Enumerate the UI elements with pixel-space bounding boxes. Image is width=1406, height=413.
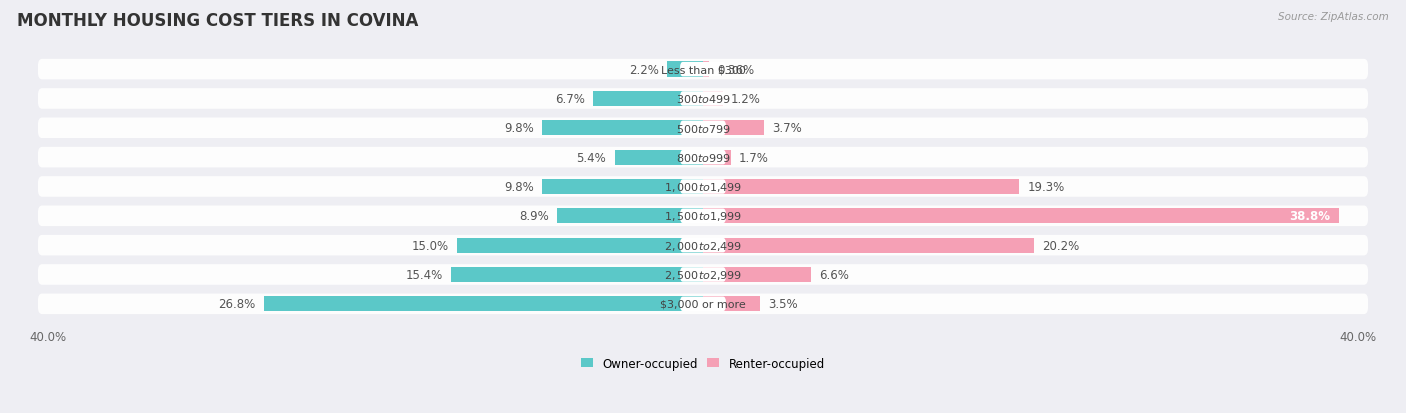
Bar	[703, 121, 763, 136]
FancyBboxPatch shape	[681, 121, 725, 136]
FancyBboxPatch shape	[681, 209, 725, 223]
Text: 5.4%: 5.4%	[576, 151, 606, 164]
Bar	[703, 238, 1033, 253]
Text: 0.36%: 0.36%	[717, 64, 754, 76]
FancyBboxPatch shape	[681, 150, 725, 165]
Text: $1,000 to $1,499: $1,000 to $1,499	[664, 180, 742, 194]
Text: 38.8%: 38.8%	[1289, 210, 1330, 223]
Bar	[264, 297, 703, 312]
Text: 26.8%: 26.8%	[218, 298, 256, 311]
Text: 8.9%: 8.9%	[519, 210, 548, 223]
FancyBboxPatch shape	[38, 294, 1368, 314]
Text: 1.7%: 1.7%	[740, 151, 769, 164]
FancyBboxPatch shape	[38, 89, 1368, 109]
Text: $500 to $799: $500 to $799	[675, 123, 731, 135]
Text: 19.3%: 19.3%	[1028, 180, 1064, 194]
Text: 15.0%: 15.0%	[412, 239, 449, 252]
FancyBboxPatch shape	[681, 238, 725, 253]
Text: $2,000 to $2,499: $2,000 to $2,499	[664, 239, 742, 252]
FancyBboxPatch shape	[681, 268, 725, 282]
Text: 6.6%: 6.6%	[820, 268, 849, 281]
Bar	[557, 209, 703, 224]
Text: $2,500 to $2,999: $2,500 to $2,999	[664, 268, 742, 281]
Text: 2.2%: 2.2%	[628, 64, 659, 76]
Bar	[703, 62, 709, 78]
Text: MONTHLY HOUSING COST TIERS IN COVINA: MONTHLY HOUSING COST TIERS IN COVINA	[17, 12, 418, 30]
Bar	[703, 267, 811, 282]
Text: $3,000 or more: $3,000 or more	[661, 299, 745, 309]
Text: 3.7%: 3.7%	[772, 122, 801, 135]
Bar	[451, 267, 703, 282]
Text: 1.2%: 1.2%	[731, 93, 761, 106]
FancyBboxPatch shape	[681, 297, 725, 311]
Bar	[703, 92, 723, 107]
Bar	[543, 179, 703, 195]
FancyBboxPatch shape	[38, 60, 1368, 80]
Bar	[457, 238, 703, 253]
Text: $1,500 to $1,999: $1,500 to $1,999	[664, 210, 742, 223]
Bar	[703, 150, 731, 165]
Bar	[543, 121, 703, 136]
Legend: Owner-occupied, Renter-occupied: Owner-occupied, Renter-occupied	[581, 357, 825, 370]
Bar	[666, 62, 703, 78]
Text: 6.7%: 6.7%	[555, 93, 585, 106]
Text: 9.8%: 9.8%	[505, 180, 534, 194]
FancyBboxPatch shape	[38, 118, 1368, 139]
Text: 20.2%: 20.2%	[1042, 239, 1080, 252]
Bar	[703, 297, 761, 312]
Bar	[614, 150, 703, 165]
Text: $300 to $499: $300 to $499	[675, 93, 731, 105]
Text: Source: ZipAtlas.com: Source: ZipAtlas.com	[1278, 12, 1389, 22]
FancyBboxPatch shape	[681, 180, 725, 194]
Bar	[703, 179, 1019, 195]
Text: 15.4%: 15.4%	[405, 268, 443, 281]
Text: 9.8%: 9.8%	[505, 122, 534, 135]
FancyBboxPatch shape	[681, 92, 725, 107]
Bar	[593, 92, 703, 107]
Bar	[703, 209, 1339, 224]
Text: 3.5%: 3.5%	[769, 298, 799, 311]
Text: $800 to $999: $800 to $999	[675, 152, 731, 164]
FancyBboxPatch shape	[38, 177, 1368, 197]
Text: Less than $300: Less than $300	[661, 65, 745, 75]
FancyBboxPatch shape	[38, 235, 1368, 256]
FancyBboxPatch shape	[38, 265, 1368, 285]
FancyBboxPatch shape	[38, 147, 1368, 168]
FancyBboxPatch shape	[681, 63, 725, 77]
FancyBboxPatch shape	[38, 206, 1368, 226]
